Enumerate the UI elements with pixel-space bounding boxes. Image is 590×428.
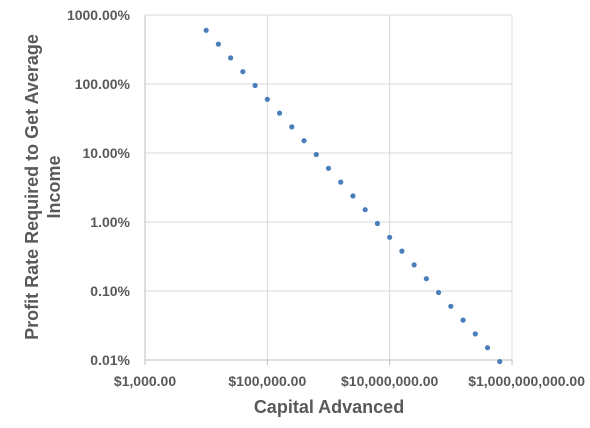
data-point [313,151,319,158]
x-tick-label: $10,000,000.00 [341,373,439,389]
data-point [203,27,209,33]
data-point [436,289,442,296]
data-point [362,207,368,213]
x-tick-label: $1,000.00 [114,373,176,389]
data-point [276,110,283,116]
data-point [423,276,429,282]
data-point [374,220,381,227]
data-point [484,345,491,351]
data-point [252,82,258,89]
data-point [289,124,295,130]
data-point [301,138,307,144]
y-tick-label: 1.00% [90,214,130,230]
data-point [228,55,234,61]
y-tick-label: 0.10% [90,283,130,299]
y-axis-title-line-2: Income [44,155,64,218]
data-point [411,262,417,268]
data-point [350,193,356,199]
data-point [240,69,246,75]
gridlines [145,14,513,360]
x-tick-label: $100,000.00 [228,373,306,389]
y-tick-label: 0.01% [90,352,130,368]
data-point [460,317,466,323]
data-point [497,358,503,365]
x-axis-title: Capital Advanced [254,397,404,417]
y-axis-title: Profit Rate Required to Get Average Inco… [22,34,64,340]
data-points [203,27,503,365]
y-axis-title-line-1: Profit Rate Required to Get Average [22,34,42,340]
data-point [387,234,393,240]
y-tick-labels: 0.01% 0.10% 1.00% 10.00% 100.00% 1000.00% [67,7,131,368]
y-tick-label: 100.00% [75,76,131,92]
data-point [325,165,332,171]
y-tick-label: 10.00% [83,145,131,161]
data-point [448,303,454,309]
data-point [264,96,270,102]
axes [144,15,513,365]
x-tick-labels: $1,000.00 $100,000.00 $10,000,000.00 $1,000… [114,373,585,389]
x-tick-label: $1,000,000,000.00 [468,373,585,389]
data-point [338,179,344,185]
data-point [472,331,478,337]
data-point [399,248,405,254]
data-point [215,41,222,47]
y-tick-label: 1000.00% [67,7,131,23]
